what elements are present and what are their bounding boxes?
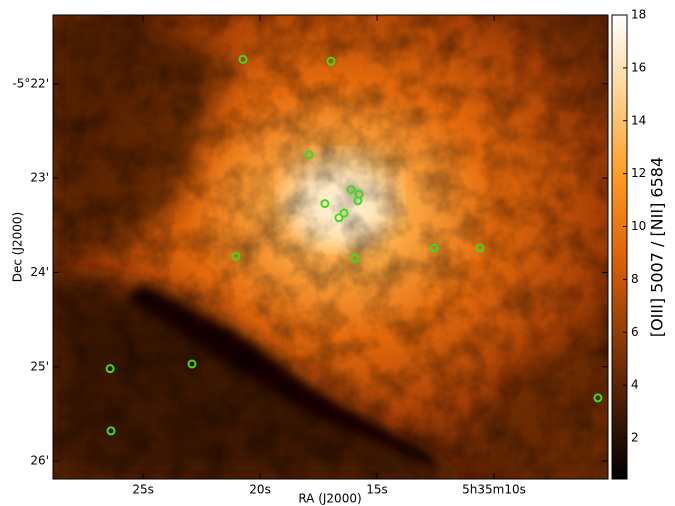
colorbar-tick-label: 8 xyxy=(631,272,639,286)
source-marker xyxy=(429,243,439,253)
colorbar-tick-label: 6 xyxy=(631,325,639,339)
colorbar-tick-label: 14 xyxy=(631,113,646,127)
source-marker xyxy=(320,199,330,209)
source-marker xyxy=(353,196,363,206)
y-axis-label: Dec (J2000) xyxy=(11,212,25,282)
x-tick-label: 5h35m10s xyxy=(462,483,526,497)
source-marker xyxy=(326,56,336,66)
x-tick-label: 25s xyxy=(132,483,154,497)
y-tick-label: 26' xyxy=(30,454,49,468)
colorbar-tick-label: 18 xyxy=(631,8,646,22)
colorbar xyxy=(611,14,628,480)
source-marker xyxy=(334,213,344,223)
y-tick-label: -5°22' xyxy=(12,76,49,90)
source-marker xyxy=(339,208,349,218)
colorbar-label: [OIII] 5007 / [NII] 6584 xyxy=(648,157,667,337)
y-tick-label: 23' xyxy=(30,171,49,185)
source-marker xyxy=(350,253,360,263)
source-marker xyxy=(238,54,248,64)
colorbar-tick-label: 10 xyxy=(631,219,646,233)
axes-frame xyxy=(52,14,609,480)
source-marker xyxy=(346,184,356,194)
source-marker xyxy=(304,150,314,160)
source-marker xyxy=(231,251,241,261)
colorbar-tick-label: 2 xyxy=(631,431,639,445)
image xyxy=(53,15,608,479)
colorbar-tick-label: 4 xyxy=(631,378,639,392)
y-tick-label: 24' xyxy=(30,265,49,279)
x-tick-label: 20s xyxy=(249,483,271,497)
source-marker xyxy=(187,359,197,369)
source-marker xyxy=(105,364,115,374)
x-tick-label: 15s xyxy=(366,483,388,497)
x-axis-label: RA (J2000) xyxy=(298,492,361,506)
source-marker xyxy=(475,243,485,253)
source-marker xyxy=(106,426,116,436)
source-marker xyxy=(593,393,603,403)
colorbar-tick-label: 16 xyxy=(631,60,646,74)
y-tick-label: 25' xyxy=(30,359,49,373)
colorbar-tick-label: 12 xyxy=(631,166,646,180)
